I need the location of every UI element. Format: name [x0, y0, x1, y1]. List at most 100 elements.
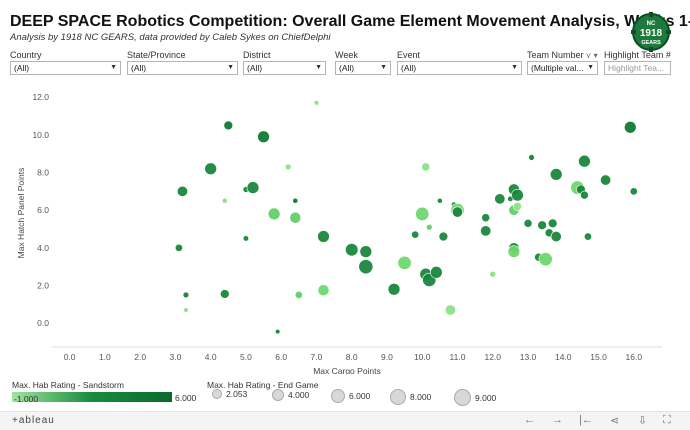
x-tick-label: 16.0: [626, 352, 643, 362]
color-legend-min: -1.000: [14, 394, 39, 404]
x-tick-label: 9.0: [381, 352, 393, 362]
data-point: [511, 188, 524, 202]
data-point: [289, 211, 302, 224]
chevron-down-icon: ▼: [227, 64, 234, 71]
y-tick-label: 12.0: [32, 92, 49, 102]
state-dropdown[interactable]: (All) ▼: [127, 61, 238, 75]
size-legend-item: 8.000: [390, 389, 431, 405]
filter-label-state: State/Province: [127, 50, 186, 60]
data-point: [182, 291, 190, 299]
data-point: [580, 190, 589, 200]
scatter-chart[interactable]: 0.0 1.0 2.0 3.0 4.0 5.0 6.0 7.0 8.0 9.0 10.0 11.0 12…: [0, 78, 690, 374]
data-point: [183, 307, 189, 313]
x-tick-label: 1.0: [99, 352, 111, 362]
data-point: [358, 259, 374, 275]
data-point: [174, 243, 183, 252]
data-point: [537, 220, 547, 230]
data-point: [317, 284, 330, 297]
size-legend-circle: [331, 389, 345, 403]
tableau-logo[interactable]: +ableau: [12, 415, 55, 426]
data-point: [204, 162, 217, 175]
filter-label-district: District: [243, 50, 271, 60]
y-tick-label: 6.0: [37, 205, 49, 215]
tableau-toolbar: +ableau ← → |← ⋖ ⇩ ⛶: [0, 411, 690, 430]
size-legend-item: 9.000: [454, 389, 496, 406]
redo-icon[interactable]: →: [552, 414, 563, 426]
filter-label-country: Country: [10, 50, 42, 60]
data-point: [550, 231, 562, 243]
data-point: [267, 207, 281, 221]
x-tick-label: 12.0: [484, 352, 501, 362]
data-point: [451, 206, 463, 218]
svg-text:NC: NC: [647, 21, 656, 27]
data-point: [284, 163, 292, 171]
x-tick-label: 4.0: [205, 352, 217, 362]
x-tick-label: 5.0: [240, 352, 252, 362]
size-legend-circle: [454, 389, 471, 406]
week-dropdown[interactable]: (All) ▼: [335, 61, 391, 75]
data-point: [359, 245, 373, 258]
chevron-down-icon: ▼: [511, 64, 518, 71]
size-legend-item: 6.000: [331, 389, 370, 403]
y-tick-label: 10.0: [32, 130, 49, 140]
data-point: [523, 218, 533, 228]
data-point: [242, 235, 250, 242]
data-point: [438, 231, 449, 242]
data-point: [547, 218, 558, 229]
x-tick-label: 0.0: [64, 352, 76, 362]
team-number-dropdown[interactable]: (Multiple val... ▼: [527, 61, 598, 75]
data-point: [481, 213, 491, 223]
event-dropdown[interactable]: (All) ▼: [397, 61, 522, 75]
country-dropdown[interactable]: (All) ▼: [10, 61, 121, 75]
data-point: [426, 223, 433, 231]
y-tick-label: 8.0: [37, 168, 49, 178]
x-tick-label: 15.0: [590, 352, 607, 362]
data-point: [583, 232, 592, 241]
district-dropdown[interactable]: (All) ▼: [243, 61, 326, 75]
filter-label-event: Event: [397, 50, 421, 60]
data-point: [480, 225, 492, 237]
y-axis-label: Max Hatch Panel Points: [16, 168, 26, 259]
data-point: [313, 100, 320, 106]
revert-icon[interactable]: |←: [579, 414, 593, 426]
chevron-down-icon: ▼: [587, 64, 594, 71]
data-point: [489, 270, 497, 278]
undo-icon[interactable]: ←: [524, 414, 535, 426]
x-tick-label: 6.0: [275, 352, 287, 362]
x-tick-label: 13.0: [520, 352, 537, 362]
x-tick-label: 11.0: [450, 352, 466, 362]
color-legend-max: 6.000: [175, 393, 197, 403]
filter-label-week: Week: [335, 50, 358, 60]
data-point: [257, 130, 270, 143]
data-point: [444, 304, 456, 316]
data-point: [624, 121, 637, 134]
x-tick-label: 2.0: [134, 352, 146, 362]
y-tick-label: 0.0: [37, 318, 49, 328]
data-point: [397, 255, 412, 270]
data-point: [387, 283, 401, 296]
data-point: [494, 193, 506, 205]
data-point: [436, 197, 443, 204]
x-tick-label: 14.0: [555, 352, 572, 362]
data-point: [176, 185, 188, 197]
color-legend-title: Max. Hab Rating - Sandstorm: [12, 380, 124, 390]
share-icon[interactable]: ⋖: [610, 415, 620, 427]
fullscreen-icon[interactable]: ⛶: [663, 414, 671, 426]
data-point: [629, 187, 638, 196]
size-legend-circle: [212, 389, 222, 399]
team-logo: NC 1918 GEARS: [631, 12, 671, 52]
data-point: [345, 243, 359, 257]
highlight-team-input[interactable]: Highlight Tea...: [604, 61, 671, 75]
data-point: [275, 328, 281, 335]
size-legend-item: 2.053: [212, 389, 247, 399]
download-icon[interactable]: ⇩: [638, 415, 648, 427]
x-tick-label: 7.0: [311, 352, 323, 362]
data-point: [538, 252, 553, 267]
dashboard-title: DEEP SPACE Robotics Competition: Overall…: [10, 13, 690, 30]
size-legend-item: 4.000: [272, 389, 309, 401]
data-point: [292, 197, 299, 204]
data-point: [317, 230, 330, 243]
chevron-down-icon: ▼: [380, 64, 387, 71]
y-tick-label: 4.0: [37, 243, 49, 253]
filter-menu-icon[interactable]: ⋎ ▾: [585, 51, 598, 60]
